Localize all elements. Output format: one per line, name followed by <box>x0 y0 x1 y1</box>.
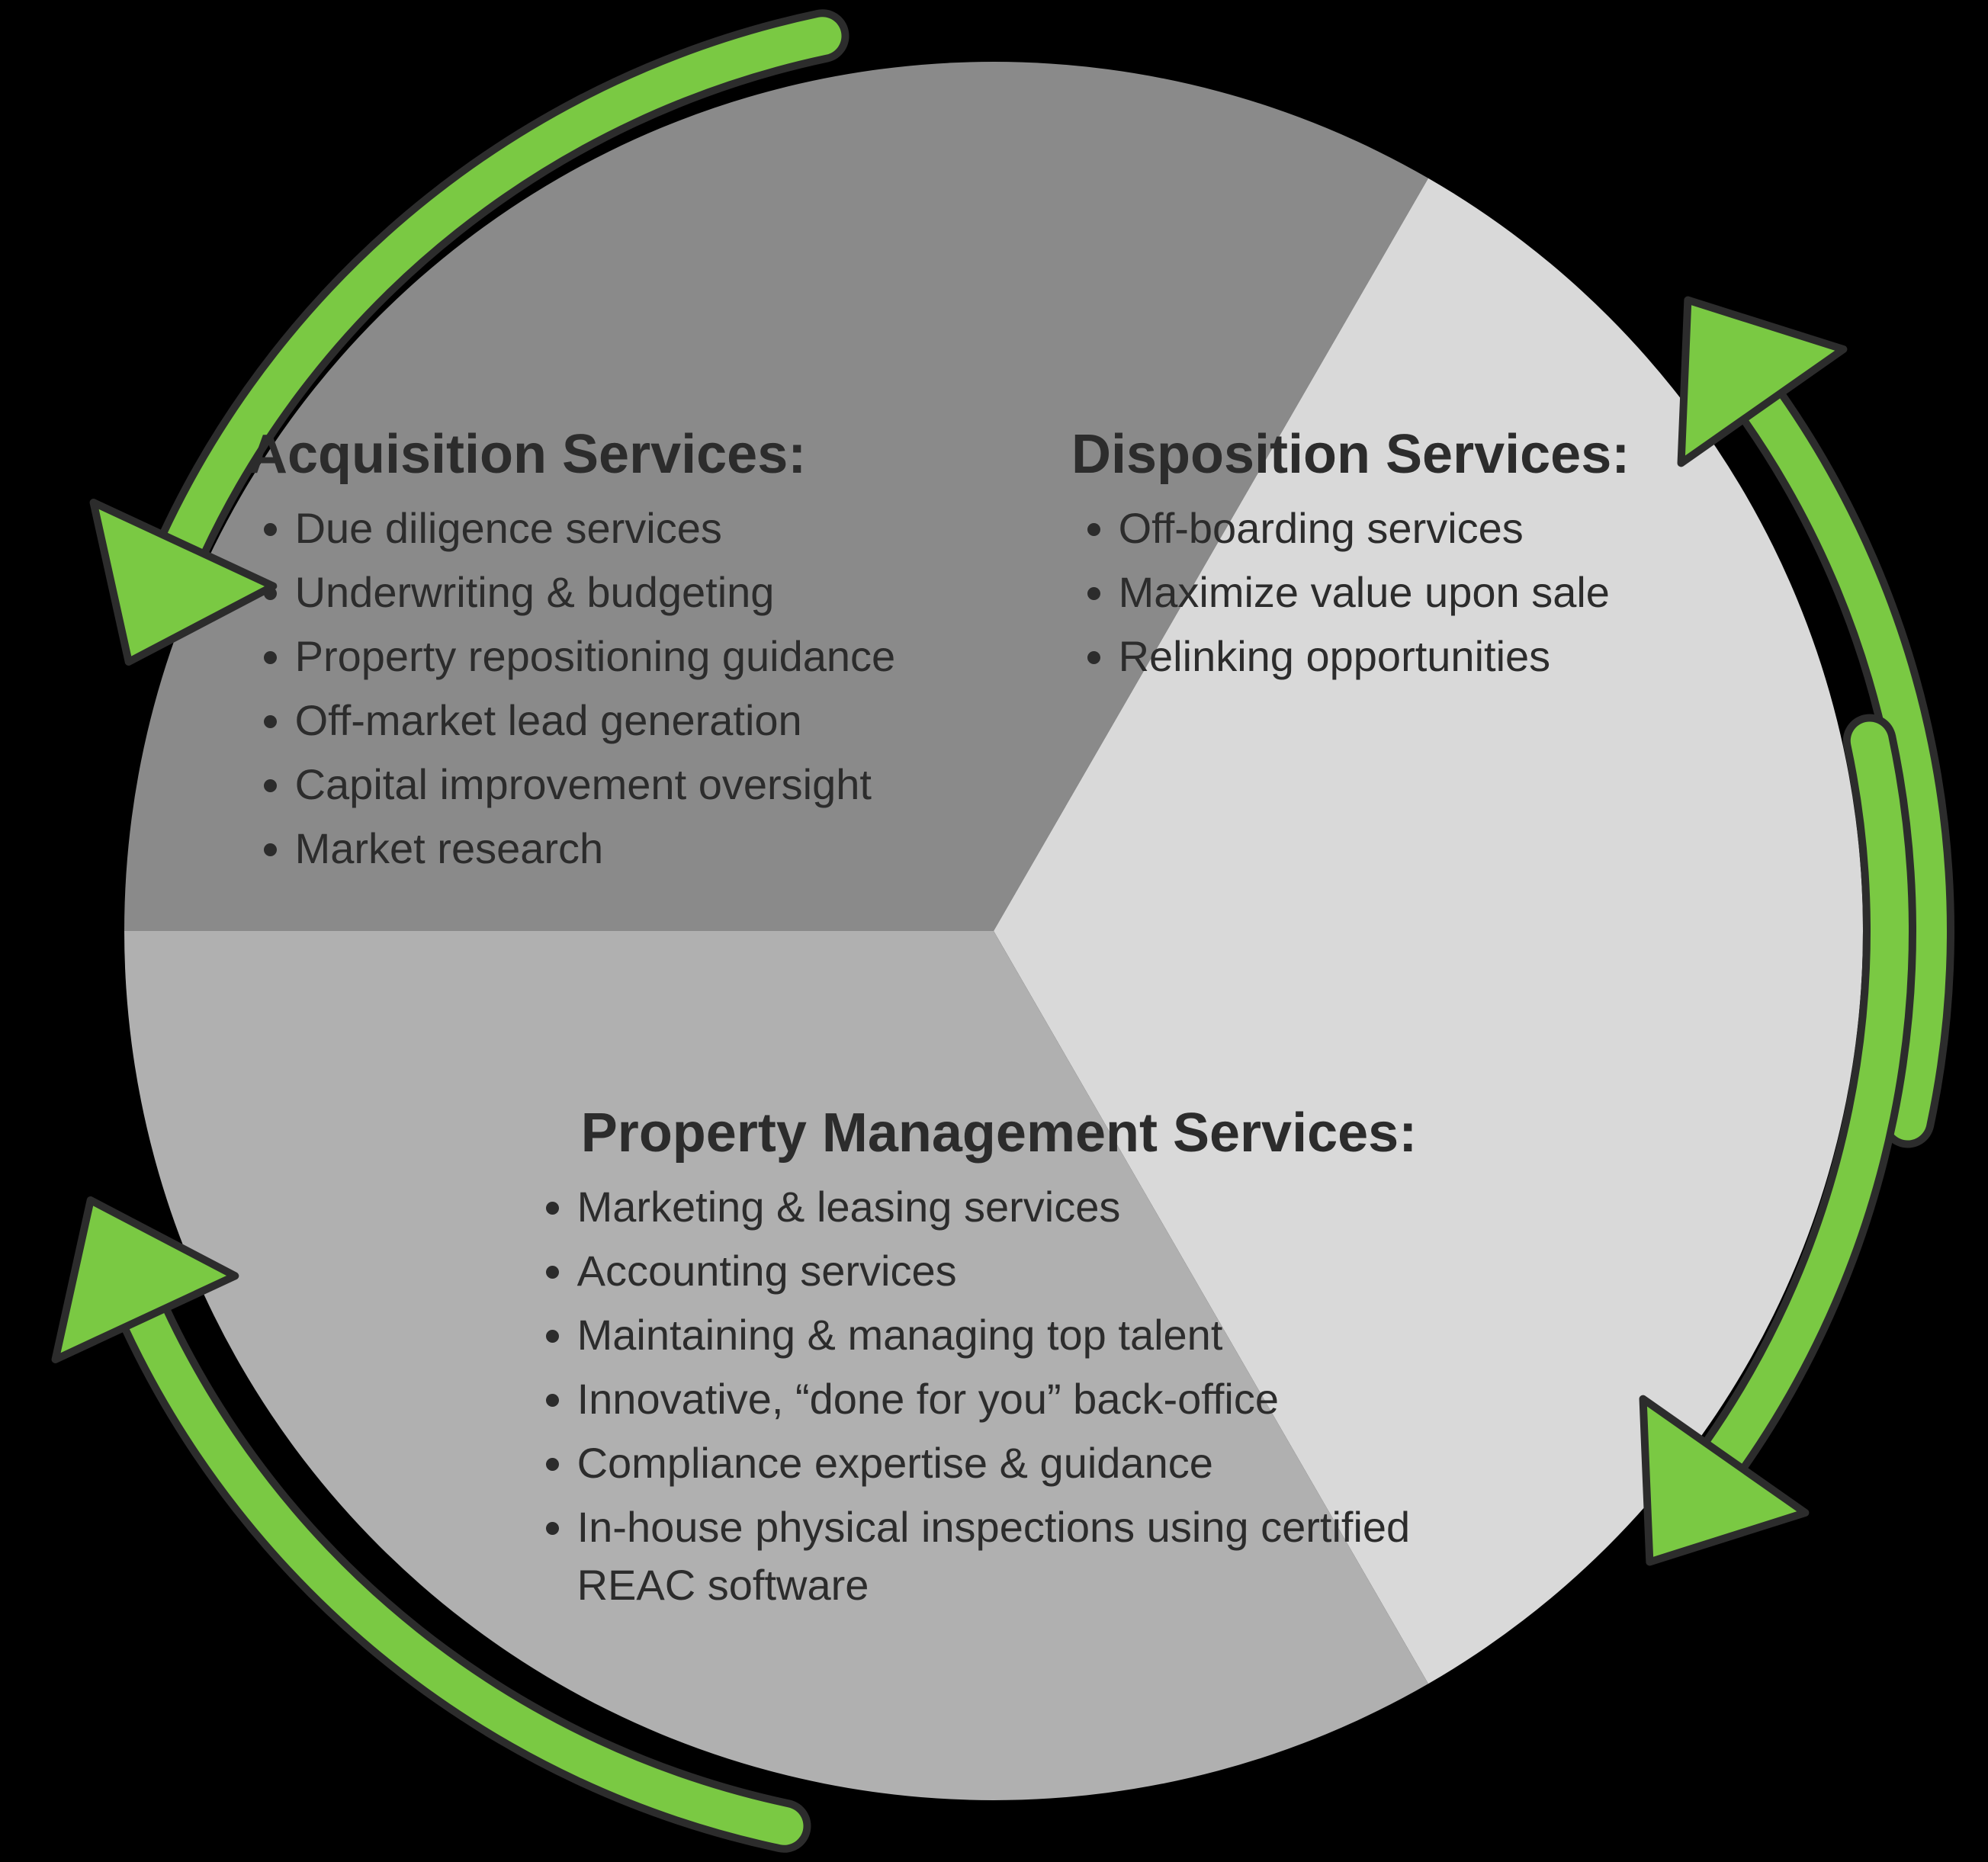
property-item-3: Innovative, “done for you” back-office <box>577 1370 1468 1428</box>
disposition-title: Disposition Services: <box>1071 423 1758 486</box>
property-title: Property Management Services: <box>530 1102 1468 1164</box>
disposition-list: Off-boarding services Maximize value upon… <box>1071 499 1758 685</box>
acquisition-list: Due diligence services Underwriting & bud… <box>248 499 949 878</box>
acquisition-title: Acquisition Services: <box>248 423 949 486</box>
services-cycle-diagram: Acquisition Services: Due diligence serv… <box>0 0 1988 1862</box>
acquisition-item-4: Capital improvement oversight <box>295 756 949 814</box>
property-list: Marketing & leasing services Accounting s… <box>530 1178 1468 1613</box>
disposition-item-1: Maximize value upon sale <box>1119 563 1758 621</box>
property-item-0: Marketing & leasing services <box>577 1178 1468 1236</box>
acquisition-item-2: Property repositioning guidance <box>295 628 949 685</box>
property-item-1: Accounting services <box>577 1242 1468 1300</box>
acquisition-item-0: Due diligence services <box>295 499 949 557</box>
property-section: Property Management Services: Marketing … <box>530 1102 1468 1620</box>
acquisition-item-5: Market research <box>295 820 949 878</box>
disposition-item-0: Off-boarding services <box>1119 499 1758 557</box>
disposition-section: Disposition Services: Off-boarding servi… <box>1071 423 1758 692</box>
acquisition-section: Acquisition Services: Due diligence serv… <box>248 423 949 884</box>
acquisition-item-3: Off-market lead generation <box>295 692 949 750</box>
property-item-4: Compliance expertise & guidance <box>577 1434 1468 1492</box>
disposition-item-2: Relinking opportunities <box>1119 628 1758 685</box>
property-item-2: Maintaining & managing top talent <box>577 1306 1468 1364</box>
property-item-5: In-house physical inspections using cert… <box>577 1498 1468 1613</box>
acquisition-item-1: Underwriting & budgeting <box>295 563 949 621</box>
